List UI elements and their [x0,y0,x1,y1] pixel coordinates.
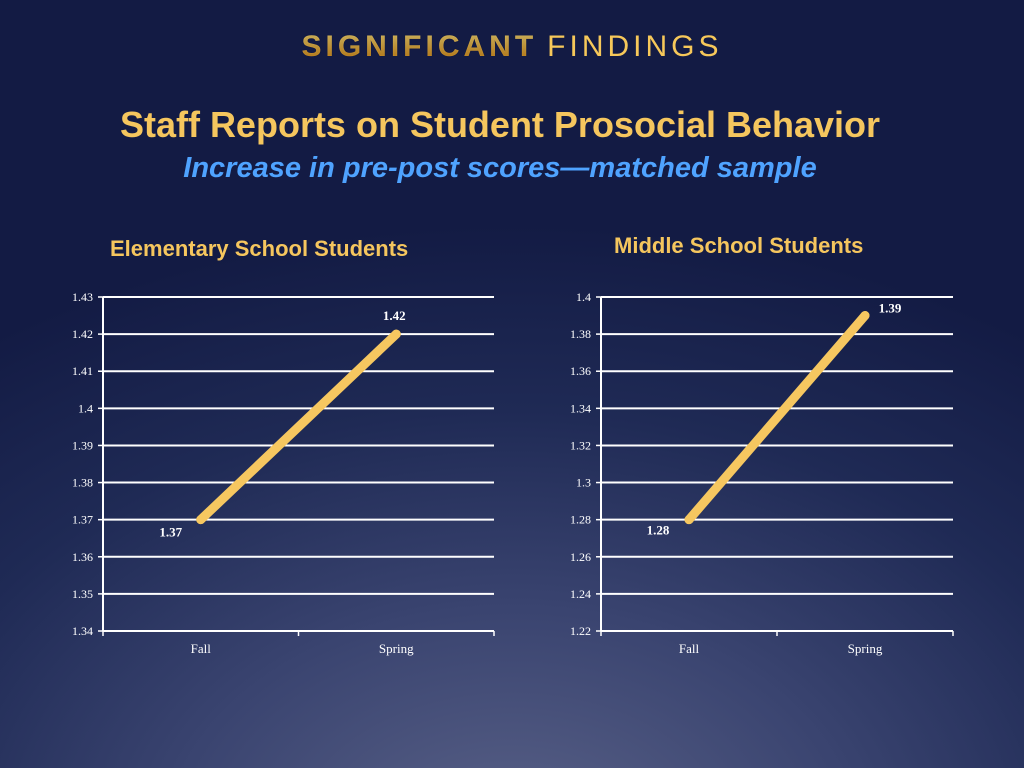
middle-x-tick-label: Spring [848,641,883,656]
chart-title-elementary: Elementary School Students [110,236,409,261]
slide-title-part1: SIGNIFICANT [301,30,538,63]
slide-subsubtitle: Increase in pre-post scores—matched samp… [183,152,817,184]
slide-title-part2: FINDINGS [547,30,723,63]
middle-y-tick-label: 1.28 [570,513,591,527]
elementary-y-tick-label: 1.38 [72,476,93,490]
elementary-data-point [196,515,206,525]
middle-data-point [860,311,870,321]
middle-y-tick-label: 1.26 [570,550,591,564]
middle-data-label: 1.39 [879,301,902,316]
elementary-y-tick-label: 1.37 [72,513,93,527]
middle-y-tick-label: 1.32 [570,438,591,452]
slide-subtitle: Staff Reports on Student Prosocial Behav… [119,104,881,145]
middle-y-tick-label: 1.36 [570,364,591,378]
elementary-data-label: 1.42 [383,308,406,323]
elementary-y-tick-label: 1.41 [72,364,93,378]
middle-y-tick-label: 1.38 [570,327,591,341]
elementary-x-tick-label: Fall [191,641,212,656]
elementary-y-tick-label: 1.43 [72,290,93,304]
elementary-data-label: 1.37 [159,525,182,540]
slide-title: SIGNIFICANT FINDINGS [0,30,1024,64]
elementary-y-tick-label: 1.35 [72,587,93,601]
middle-data-point [684,515,694,525]
middle-y-tick-label: 1.4 [576,290,591,304]
middle-y-tick-label: 1.34 [570,401,591,415]
elementary-x-tick-label: Spring [379,641,414,656]
elementary-y-tick-label: 1.4 [78,401,93,415]
middle-series-line [684,311,870,525]
middle-x-tick-label: Fall [679,641,700,656]
elementary-series-line [196,329,401,525]
middle-y-tick-label: 1.22 [570,624,591,638]
elementary-y-tick-label: 1.42 [72,327,93,341]
chart-title-middle: Middle School Students [614,233,864,258]
elementary-y-tick-label: 1.34 [72,624,93,638]
elementary-data-point [391,329,401,339]
middle-data-label: 1.28 [647,523,670,538]
elementary-y-tick-label: 1.39 [72,438,93,452]
middle-y-tick-label: 1.3 [576,476,591,490]
middle-y-tick-label: 1.24 [570,587,591,601]
elementary-y-tick-label: 1.36 [72,550,93,564]
